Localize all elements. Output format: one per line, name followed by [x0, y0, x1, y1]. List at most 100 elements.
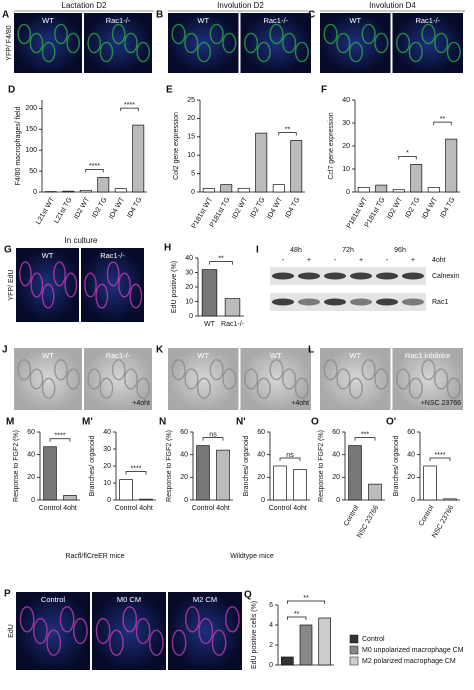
- bar: [281, 657, 293, 665]
- blot-treatment: 4oht: [432, 257, 446, 264]
- blot-time: 72h: [342, 247, 354, 254]
- bar: [300, 625, 312, 665]
- legend-swatch: [350, 646, 358, 654]
- panel-letter: Q: [244, 590, 252, 601]
- y-tick-label: 20: [187, 115, 195, 122]
- legend-swatch: [350, 635, 358, 643]
- bar: [274, 466, 287, 500]
- image-note: +NSC 23766: [421, 400, 461, 407]
- bar: [446, 139, 457, 192]
- bar: [238, 188, 249, 192]
- blot-sign: -: [334, 257, 337, 264]
- image-label: M2 CM: [193, 595, 217, 604]
- bar: [369, 484, 382, 500]
- caption: Wildtype mice: [230, 553, 274, 560]
- panel-letter: O: [311, 417, 319, 428]
- y-axis-label: Branches/ organoid: [89, 436, 96, 497]
- panel-header: Involution D2: [217, 1, 264, 10]
- sig-label: **: [294, 611, 300, 618]
- bar: [424, 466, 437, 500]
- sig-label: ns: [286, 452, 294, 459]
- y-tick-label: 0: [411, 497, 415, 504]
- panel-header: Lactation D2: [62, 1, 107, 10]
- y-tick-label: 15: [187, 134, 195, 141]
- legend-label: M2 polarized macrophage CM: [362, 658, 456, 665]
- x-tick-label: Control: [192, 505, 215, 512]
- sig-label: ***: [361, 431, 369, 438]
- blot-sign: +: [359, 257, 363, 264]
- y-tick-label: 0: [261, 497, 265, 504]
- x-tick-label: Control: [343, 504, 361, 527]
- bar: [217, 450, 230, 500]
- blot-sign: -: [386, 257, 389, 264]
- sig-label: ****: [124, 102, 135, 109]
- blot-band: [402, 273, 424, 280]
- y-tick-label: 4: [269, 622, 273, 629]
- x-tick-label: Control: [269, 505, 292, 512]
- bar: [98, 177, 109, 192]
- panel-letter: C: [308, 10, 315, 21]
- y-tick-label: 50: [29, 168, 37, 175]
- x-tick-label: 4oht: [63, 505, 77, 512]
- bar: [64, 495, 77, 500]
- panel-letter: N: [159, 417, 166, 428]
- bar: [80, 190, 91, 192]
- blot-band: [324, 273, 346, 280]
- image-label: M0 CM: [117, 595, 141, 604]
- x-tick-label: Control: [39, 505, 62, 512]
- image-label: Rac1 inhibitor: [405, 351, 451, 360]
- sig-label: ns: [209, 431, 217, 438]
- panel-letter: O': [386, 417, 396, 428]
- bar: [140, 499, 153, 500]
- y-axis-label: Response to FGF2 (%): [13, 430, 20, 502]
- y-tick-label: 40: [332, 452, 340, 459]
- sig-label: ****: [89, 163, 100, 170]
- y-axis-label: Branches/ organoid: [393, 436, 400, 497]
- y-axis-label: EdU positive cells (%): [251, 601, 258, 669]
- bar: [428, 187, 439, 192]
- y-axis-label: Response to FGF2 (%): [318, 430, 325, 502]
- panel-letter: G: [4, 245, 12, 256]
- image-label: Rac1-/-: [106, 351, 131, 360]
- bar: [133, 125, 144, 192]
- y-axis-label: Branches/ organoid: [243, 436, 250, 497]
- y-tick-label: 0: [336, 497, 340, 504]
- y-tick-label: 150: [25, 126, 37, 133]
- y-tick-label: 60: [407, 429, 415, 436]
- x-tick-label: Control: [115, 505, 138, 512]
- x-tick-label: ID4 WT: [266, 196, 284, 221]
- panel-letter: M: [6, 417, 14, 428]
- y-tick-label: 20: [342, 143, 350, 150]
- sig-label: **: [440, 116, 446, 123]
- y-tick-label: 60: [180, 429, 188, 436]
- panel-letter: J: [2, 345, 8, 356]
- y-tick-label: 30: [103, 446, 111, 453]
- bar: [319, 618, 331, 665]
- y-tick-label: 0: [33, 189, 37, 196]
- bar: [44, 447, 57, 500]
- x-tick-label: ID2 TG: [91, 196, 108, 219]
- y-tick-label: 60: [27, 429, 35, 436]
- blot-sign: +: [307, 257, 311, 264]
- panel-letter: H: [164, 243, 171, 254]
- sig-label: **: [218, 255, 224, 262]
- image-label: WT: [349, 351, 361, 360]
- bar: [63, 191, 74, 192]
- y-tick-label: 0: [189, 313, 193, 320]
- bar: [225, 299, 240, 316]
- image-label: WT: [349, 16, 361, 25]
- x-tick-label: ID2 TG: [404, 196, 421, 219]
- bar: [358, 187, 369, 192]
- panel-letter: P: [4, 589, 11, 600]
- y-tick-label: 0: [31, 497, 35, 504]
- y-tick-label: 100: [25, 147, 37, 154]
- blot-time: 96h: [394, 247, 406, 254]
- bar: [115, 189, 126, 192]
- y-tick-label: 10: [342, 166, 350, 173]
- sig-label: ****: [55, 433, 66, 440]
- bar: [376, 185, 387, 192]
- bar: [273, 185, 284, 192]
- y-tick-label: 30: [342, 120, 350, 127]
- bar: [291, 140, 302, 192]
- sig-label: **: [303, 595, 309, 602]
